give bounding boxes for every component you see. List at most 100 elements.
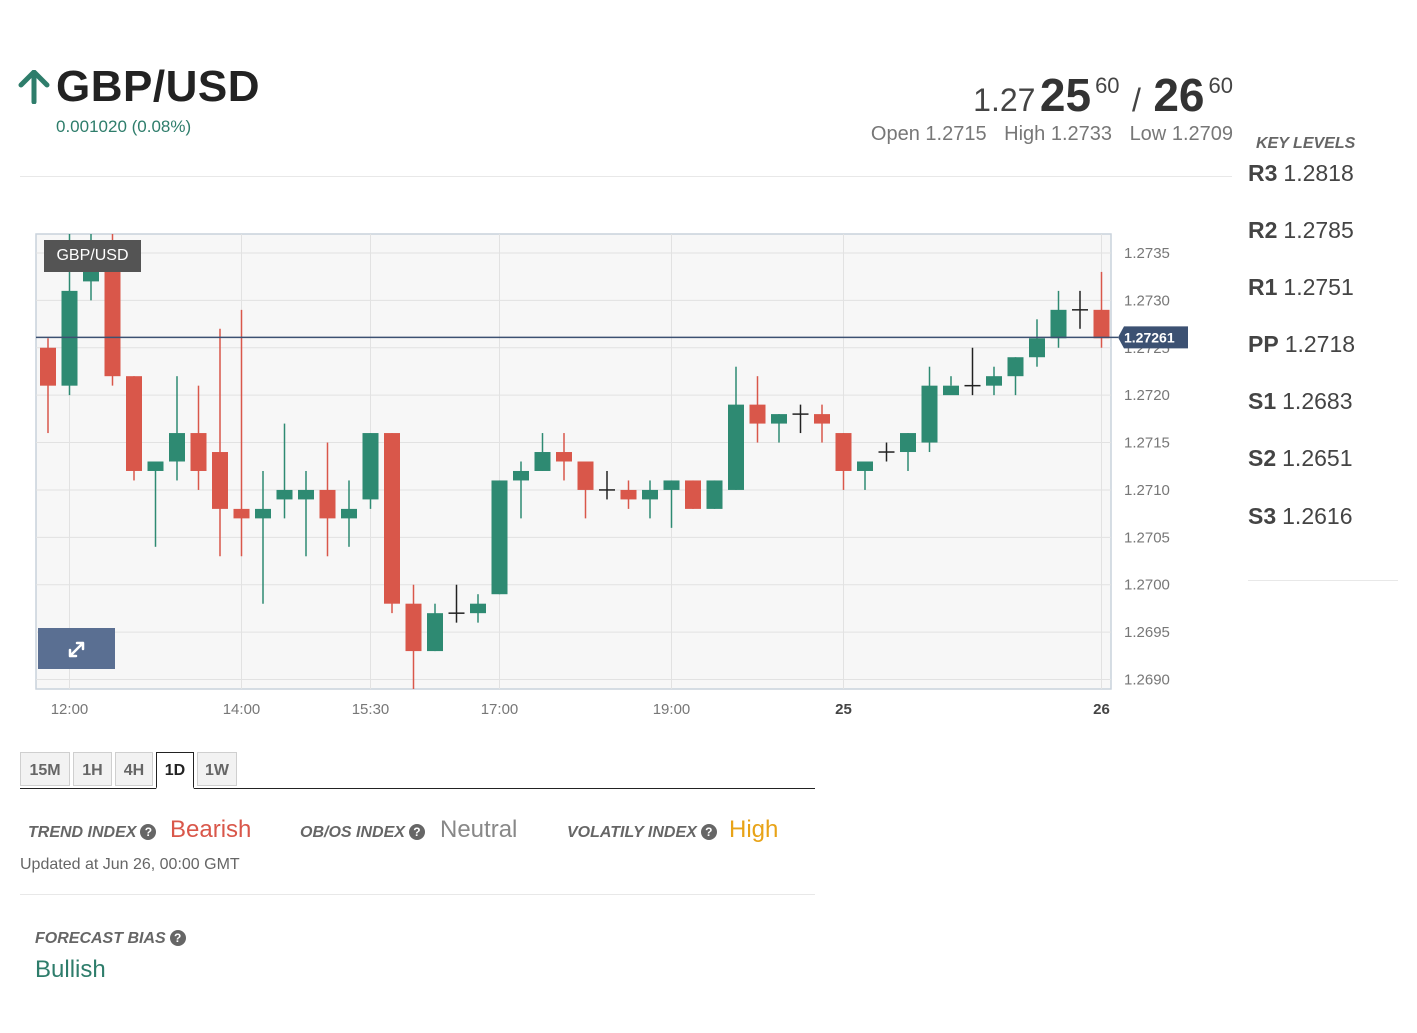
- y-tick-label: 1.2735: [1124, 245, 1170, 262]
- candle: [126, 376, 142, 481]
- candle: [749, 376, 766, 443]
- candle-body: [749, 404, 766, 424]
- open-label: Open: [870, 123, 920, 145]
- candle: [556, 433, 572, 481]
- price-change: 0.001020 (0.08%): [56, 117, 192, 136]
- key-level-value: 1.2683: [1282, 388, 1353, 414]
- y-axis: 1.27351.27301.27251.27201.27151.27101.27…: [1124, 245, 1170, 689]
- key-level-r2: R2 1.2785: [1248, 217, 1354, 244]
- candle-body: [104, 262, 121, 377]
- y-tick-label: 1.2730: [1124, 292, 1170, 309]
- key-level-label: PP: [1248, 331, 1279, 357]
- candle: [427, 603, 443, 652]
- candle: [276, 423, 293, 519]
- candle-body: [663, 480, 680, 490]
- bid-fraction: 60: [1095, 73, 1120, 98]
- y-tick-label: 1.2720: [1124, 387, 1170, 404]
- candle-body: [728, 404, 744, 490]
- candle-body: [212, 452, 228, 509]
- candle-body: [40, 347, 56, 386]
- chart-symbol-label: GBP/USD: [44, 240, 141, 272]
- key-level-value: 1.2718: [1284, 331, 1356, 357]
- candle: [147, 461, 164, 547]
- candle-body: [405, 603, 422, 652]
- candle: [40, 338, 56, 434]
- candle: [319, 442, 336, 557]
- header-divider: [20, 176, 1232, 177]
- candle: [599, 470, 615, 500]
- bid-pips: 25: [1039, 69, 1092, 121]
- candle: [792, 404, 809, 434]
- candle: [943, 376, 959, 396]
- key-level-value: 1.2818: [1283, 160, 1354, 186]
- question-circle-icon[interactable]: ?: [169, 930, 186, 946]
- timeframe-tabs: 15M 1H 4H 1D 1W: [20, 752, 815, 789]
- open-high-low: Open 1.2715 High 1.2733 Low 1.2709: [859, 123, 1233, 146]
- obos-index-value: Neutral: [440, 816, 518, 843]
- question-circle-icon[interactable]: ?: [700, 824, 717, 840]
- y-tick-label: 1.2705: [1124, 529, 1170, 546]
- candle-body: [900, 433, 916, 453]
- candle-body: [814, 414, 830, 424]
- key-levels-title: KEY LEVELS: [1256, 135, 1356, 152]
- candle: [298, 470, 314, 557]
- expand-chart-button[interactable]: [38, 628, 115, 669]
- bid-prefix: 1.27: [973, 82, 1036, 118]
- candle-body: [1093, 309, 1110, 339]
- forecast-bias-text: FORECAST BIAS: [35, 930, 166, 947]
- candle: [1029, 319, 1045, 367]
- candle-body: [126, 376, 142, 471]
- updated-timestamp: Updated at Jun 26, 00:00 GMT: [20, 856, 240, 873]
- arrow-up-icon: [18, 70, 50, 104]
- candle-body: [857, 461, 873, 471]
- ask-pips: 26: [1153, 69, 1205, 121]
- key-level-label: R3: [1248, 160, 1278, 186]
- trend-index-value: Bearish: [170, 816, 252, 843]
- candle-body: [384, 433, 400, 604]
- candle-body: [771, 414, 787, 424]
- question-circle-icon[interactable]: ?: [140, 824, 157, 840]
- candle: [685, 480, 701, 509]
- candle: [255, 470, 271, 604]
- tab-1h[interactable]: 1H: [73, 752, 112, 786]
- tab-4h[interactable]: 4H: [115, 752, 153, 786]
- candle: [1050, 290, 1067, 348]
- volatility-index-value: High: [729, 816, 779, 843]
- obos-index-text: OB/OS INDEX: [300, 824, 405, 841]
- key-level-pp: PP 1.2718: [1248, 331, 1355, 358]
- y-tick-label: 1.2710: [1124, 482, 1170, 499]
- candle-body: [491, 480, 508, 595]
- tab-1d[interactable]: 1D: [156, 752, 194, 789]
- candle-body: [556, 452, 572, 462]
- current-price-tag: 1.27261: [1118, 326, 1188, 349]
- tab-15m[interactable]: 15M: [20, 752, 70, 786]
- key-level-label: R1: [1248, 274, 1278, 300]
- candle-body: [1007, 357, 1024, 377]
- candle: [577, 461, 594, 519]
- candle: [362, 433, 379, 509]
- candle: [1093, 271, 1110, 348]
- candle: [728, 366, 744, 490]
- question-circle-icon[interactable]: ?: [408, 824, 425, 840]
- pair-title: GBP/USD: [56, 62, 260, 111]
- trend-index-text: TREND INDEX: [28, 824, 137, 841]
- x-tick-label: 19:00: [653, 701, 691, 718]
- forecast-bias-value: Bullish: [35, 956, 106, 983]
- open-value: 1.2715: [925, 123, 987, 145]
- candle: [964, 347, 981, 396]
- low-label: Low: [1129, 123, 1167, 145]
- candle: [1007, 357, 1024, 396]
- ask-fraction: 60: [1208, 73, 1233, 98]
- tab-1w[interactable]: 1W: [197, 752, 237, 786]
- x-tick-label: 15:30: [352, 701, 390, 718]
- candle: [534, 433, 551, 471]
- low-value: 1.2709: [1171, 123, 1233, 145]
- candle-body: [943, 385, 959, 396]
- candle: [771, 414, 787, 443]
- candle: [513, 461, 529, 519]
- key-level-s3: S3 1.2616: [1248, 503, 1353, 530]
- y-tick-label: 1.2715: [1124, 435, 1170, 452]
- candle-body: [298, 489, 314, 500]
- candle-body: [190, 433, 207, 471]
